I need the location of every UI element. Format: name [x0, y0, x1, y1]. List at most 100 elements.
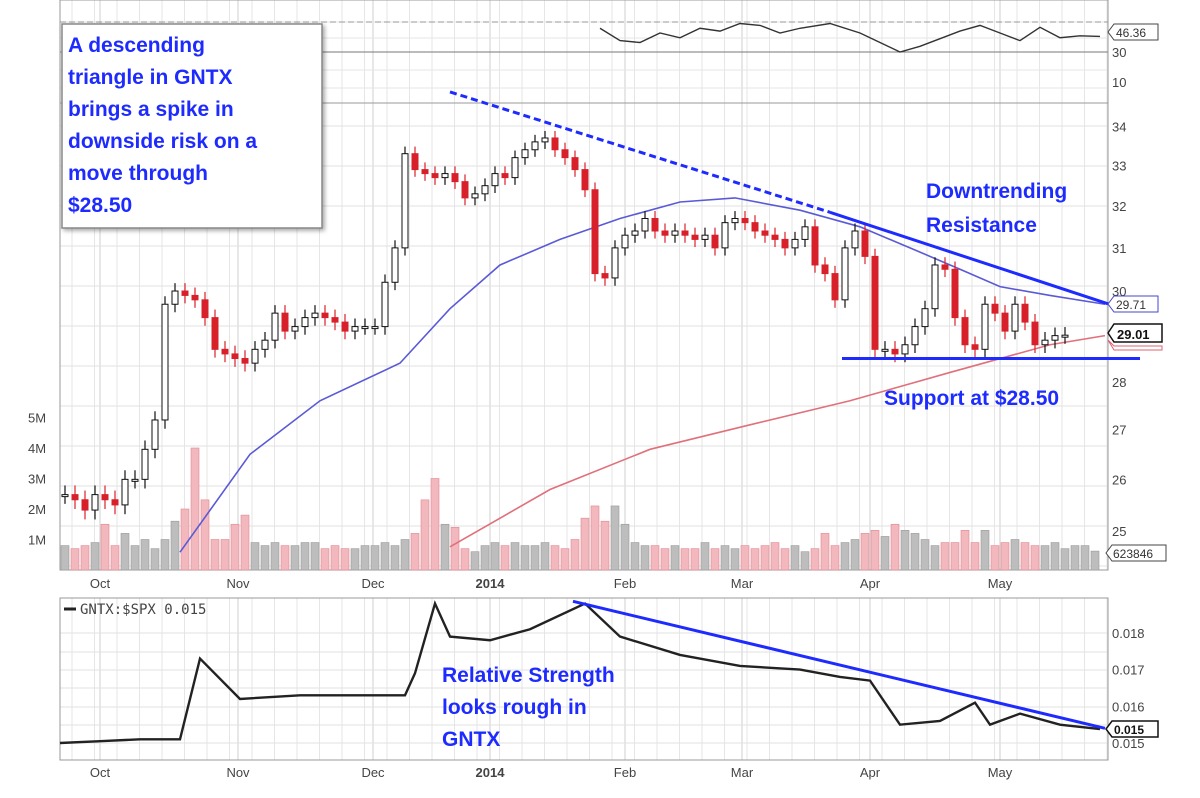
volume-tick-label: 1M [28, 533, 46, 548]
volume-bar [670, 545, 680, 571]
volume-tick-label: 5M [28, 411, 46, 426]
candle-body [831, 273, 839, 301]
volume-bar [90, 542, 100, 571]
volume-bar [370, 545, 380, 571]
indicator-tick-label: 30 [1112, 45, 1126, 60]
candle-body [71, 494, 79, 501]
rs-value-badge: 0.015 [1105, 720, 1159, 738]
candle-body [671, 230, 679, 236]
candle-body [481, 185, 489, 195]
x-tick-label: Nov [226, 576, 250, 591]
annotation-resistance: Resistance [926, 214, 1037, 237]
volume-bar [760, 545, 770, 571]
candle-body [521, 149, 529, 159]
volume-bar [130, 545, 140, 571]
volume-bar [60, 545, 70, 571]
volume-bar [470, 551, 480, 571]
volume-bar [700, 542, 710, 571]
candle-body [241, 358, 249, 364]
volume-bar [870, 530, 880, 571]
candle-body [941, 264, 949, 270]
candle-body [301, 317, 309, 328]
resistance-trendline [829, 210, 1109, 306]
rs-tick-label: 0.016 [1112, 699, 1145, 714]
annotation-line: brings a spike in [68, 98, 234, 121]
volume-bar [590, 505, 600, 571]
top-indicator [599, 22, 1101, 53]
x-tick-label: Feb [614, 576, 636, 591]
volume-bar [1080, 545, 1090, 571]
volume-bar [160, 539, 170, 571]
candle-body [961, 317, 969, 346]
volume-bar [850, 539, 860, 571]
annotation-rs-line: Relative Strength [442, 664, 615, 687]
volume-bar [620, 523, 630, 571]
candle-body [691, 234, 699, 240]
volume-bar [1010, 539, 1020, 571]
volume-bar [900, 530, 910, 571]
candle-body [851, 230, 859, 249]
svg-text:46.36: 46.36 [1116, 26, 1146, 40]
candle-body [391, 247, 399, 283]
candle-body [281, 312, 289, 332]
volume-bar [840, 542, 850, 571]
candle-body [411, 153, 419, 171]
volume-bar [940, 542, 950, 571]
x-tick-label: Feb [614, 765, 636, 780]
candle-body [901, 344, 909, 355]
volume-bar [400, 539, 410, 571]
volume-bar [1090, 550, 1100, 571]
candle-body [401, 153, 409, 249]
volume-bar [890, 523, 900, 571]
volume-bar [330, 545, 340, 571]
volume-bar [170, 520, 180, 571]
volume-tick-label: 4M [28, 441, 46, 456]
volume-bar [600, 520, 610, 571]
volume-bar [860, 533, 870, 571]
volume-bar [790, 545, 800, 571]
candle-body [381, 281, 389, 328]
volume-bar [150, 548, 160, 571]
volume-bar [980, 530, 990, 571]
x-tick-label: 2014 [476, 576, 506, 591]
volume-bar [460, 548, 470, 571]
candle-body [931, 264, 939, 310]
candle-body [341, 321, 349, 332]
price-tick-label: 32 [1112, 199, 1126, 214]
rsi-value-badge: 46.36 [1107, 23, 1159, 41]
volume-bar [240, 514, 250, 571]
x-tick-label: 2014 [476, 765, 506, 780]
volume-tick-label: 2M [28, 502, 46, 517]
volume-bar [650, 545, 660, 571]
volume-bar [320, 548, 330, 571]
candle-body [251, 348, 259, 364]
x-tick-label: May [988, 765, 1013, 780]
candle-body [741, 217, 749, 224]
resistance-trendline [449, 90, 831, 214]
volume-bar [490, 542, 500, 571]
candle-body [911, 326, 919, 346]
volume-bar [920, 539, 930, 571]
volume-bar [310, 542, 320, 571]
candle-body [821, 264, 829, 275]
candle-body [811, 226, 819, 266]
candle-body [201, 299, 209, 319]
candle-body [291, 326, 299, 332]
candle-body [421, 169, 429, 175]
volume-bar [880, 536, 890, 571]
svg-text:623846: 623846 [1113, 547, 1153, 561]
price-tick-label: 27 [1112, 423, 1126, 438]
volume-bar [810, 548, 820, 571]
x-tick-label: Apr [860, 576, 881, 591]
rs-tick-label: 0.017 [1112, 663, 1145, 678]
candle-body [211, 317, 219, 350]
volume-bar [770, 542, 780, 571]
annotation-line: $28.50 [68, 194, 132, 217]
annotation-rs-line: GNTX [442, 728, 500, 751]
volume-bar [930, 545, 940, 571]
volume-bar [390, 545, 400, 571]
volume-bar [970, 542, 980, 571]
candle-body [951, 268, 959, 319]
candle-body [1041, 339, 1049, 346]
